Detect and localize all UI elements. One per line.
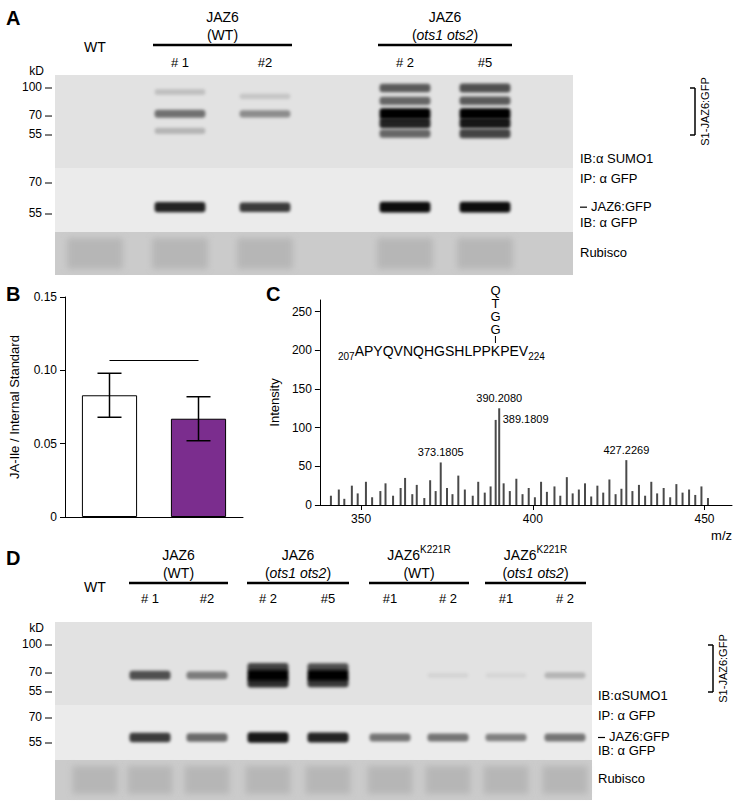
svg-text:0: 0 bbox=[305, 498, 312, 512]
svg-text:JAZ6:GFP: JAZ6:GFP bbox=[591, 199, 652, 214]
svg-text:100: 100 bbox=[22, 637, 42, 651]
svg-text:#1: #1 bbox=[383, 591, 397, 606]
svg-text:70: 70 bbox=[29, 710, 43, 724]
svg-text:# 1: # 1 bbox=[141, 591, 159, 606]
svg-text:250: 250 bbox=[292, 305, 312, 319]
svg-text:IB: α GFP: IB: α GFP bbox=[580, 215, 637, 230]
svg-text:# 2: # 2 bbox=[396, 55, 414, 70]
svg-text:WT: WT bbox=[84, 39, 106, 55]
svg-text:# 2: # 2 bbox=[259, 591, 277, 606]
svg-text:# 2: # 2 bbox=[439, 591, 457, 606]
svg-text:#1: #1 bbox=[499, 591, 513, 606]
svg-text:#2: #2 bbox=[200, 591, 214, 606]
svg-text:Rubisco: Rubisco bbox=[580, 245, 627, 260]
svg-text:# 1: # 1 bbox=[171, 55, 189, 70]
svg-text:0.15: 0.15 bbox=[34, 290, 58, 304]
svg-text:(WT): (WT) bbox=[163, 565, 194, 581]
svg-text:WT: WT bbox=[84, 579, 106, 595]
svg-text:0: 0 bbox=[50, 510, 57, 524]
svg-text:100: 100 bbox=[22, 80, 42, 94]
svg-text:400: 400 bbox=[523, 512, 543, 526]
svg-text:(WT): (WT) bbox=[403, 565, 434, 581]
html-text:G: G bbox=[490, 309, 501, 324]
svg-text:C: C bbox=[266, 283, 280, 305]
svg-text:Intensity: Intensity bbox=[267, 378, 282, 427]
html-text:PEV224: PEV224 bbox=[500, 343, 545, 362]
svg-text:IP: α GFP: IP: α GFP bbox=[598, 708, 655, 723]
svg-text:#2: #2 bbox=[258, 55, 272, 70]
svg-text:450: 450 bbox=[695, 512, 715, 526]
html-text:G: G bbox=[490, 322, 501, 337]
svg-text:373.1805: 373.1805 bbox=[418, 446, 464, 458]
svg-text:70: 70 bbox=[29, 108, 43, 122]
svg-text:389.1809: 389.1809 bbox=[503, 413, 549, 425]
svg-text:kD: kD bbox=[29, 64, 44, 78]
svg-text:55: 55 bbox=[29, 206, 43, 220]
svg-text:JAZ6: JAZ6 bbox=[282, 547, 315, 563]
html-text:207APYQVNQHGSHLPP K: 207APYQVNQHGSHLPP K bbox=[338, 343, 501, 362]
svg-text:150: 150 bbox=[292, 382, 312, 396]
svg-text:S1-JAZ6:GFP: S1-JAZ6:GFP bbox=[717, 634, 729, 702]
svg-text:55: 55 bbox=[29, 735, 43, 749]
svg-text:JAZ6:GFP: JAZ6:GFP bbox=[609, 729, 670, 744]
svg-text:IB:αSUMO1: IB:αSUMO1 bbox=[598, 688, 668, 703]
svg-text:kD: kD bbox=[29, 621, 44, 635]
svg-text:S1-JAZ6:GFP: S1-JAZ6:GFP bbox=[699, 77, 711, 145]
svg-text:IB: α GFP: IB: α GFP bbox=[598, 743, 655, 758]
svg-text:JA-Ile / Internal Standard: JA-Ile / Internal Standard bbox=[7, 335, 22, 479]
svg-text:A: A bbox=[6, 7, 20, 29]
svg-text:JAZ6: JAZ6 bbox=[162, 547, 195, 563]
svg-text:(WT): (WT) bbox=[207, 27, 238, 43]
svg-text:0.05: 0.05 bbox=[34, 437, 58, 451]
svg-text:100: 100 bbox=[292, 421, 312, 435]
svg-text:#5: #5 bbox=[478, 55, 492, 70]
svg-text:m/z: m/z bbox=[711, 528, 732, 543]
svg-text:(ots1 ots2): (ots1 ots2) bbox=[412, 27, 478, 43]
svg-text:IP: α GFP: IP: α GFP bbox=[580, 171, 637, 186]
svg-text:55: 55 bbox=[29, 684, 43, 698]
svg-text:70: 70 bbox=[29, 175, 43, 189]
svg-text:JAZ6: JAZ6 bbox=[429, 9, 462, 25]
svg-text:D: D bbox=[6, 547, 20, 569]
svg-text:#5: #5 bbox=[321, 591, 335, 606]
svg-text:(ots1 ots2): (ots1 ots2) bbox=[265, 565, 331, 581]
svg-text:0.10: 0.10 bbox=[34, 363, 58, 377]
svg-text:JAZ6K221R: JAZ6K221R bbox=[387, 544, 450, 563]
svg-text:350: 350 bbox=[351, 512, 371, 526]
svg-text:70: 70 bbox=[29, 665, 43, 679]
svg-text:55: 55 bbox=[29, 127, 43, 141]
html-text:Q: Q bbox=[490, 283, 501, 298]
svg-text:JAZ6: JAZ6 bbox=[206, 9, 239, 25]
svg-text:IB:α SUMO1: IB:α SUMO1 bbox=[580, 151, 653, 166]
svg-text:JAZ6K221R: JAZ6K221R bbox=[504, 544, 567, 563]
html-text:T: T bbox=[491, 296, 500, 311]
svg-text:# 2: # 2 bbox=[556, 591, 574, 606]
svg-text:50: 50 bbox=[299, 459, 313, 473]
svg-text:Rubisco: Rubisco bbox=[598, 771, 645, 786]
svg-text:390.2080: 390.2080 bbox=[476, 392, 522, 404]
svg-text:(ots1 ots2): (ots1 ots2) bbox=[502, 565, 568, 581]
svg-text:B: B bbox=[6, 283, 20, 305]
svg-text:427.2269: 427.2269 bbox=[603, 444, 649, 456]
svg-text:200: 200 bbox=[292, 343, 312, 357]
